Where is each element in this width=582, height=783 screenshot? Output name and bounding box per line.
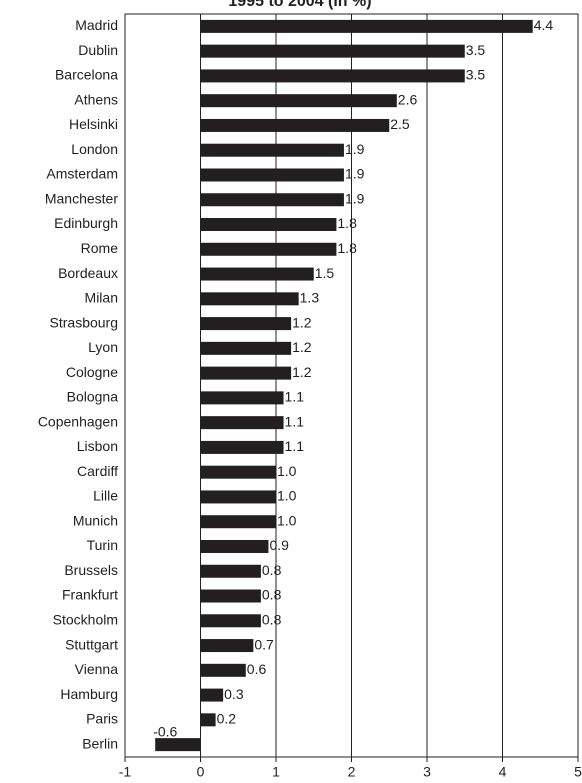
bar xyxy=(200,490,276,504)
bar xyxy=(200,317,292,331)
x-tick-label: 0 xyxy=(197,764,205,780)
y-tick-label: Cardiff xyxy=(77,463,118,479)
value-label: 2.6 xyxy=(398,91,418,107)
bar xyxy=(200,713,216,727)
x-tick-label: 2 xyxy=(348,764,356,780)
bar xyxy=(200,366,292,380)
y-tick-label: Milan xyxy=(85,290,118,306)
bar xyxy=(200,94,397,108)
y-tick-label: Lille xyxy=(93,488,118,504)
y-tick-label: London xyxy=(71,141,118,157)
value-label: 1.0 xyxy=(277,488,297,504)
bar xyxy=(200,341,292,355)
y-tick-label: Strasbourg xyxy=(50,314,118,330)
y-tick-label: Edinburgh xyxy=(54,215,118,231)
bar xyxy=(200,118,390,132)
value-label: 1.1 xyxy=(285,438,305,454)
x-tick-label: -1 xyxy=(119,764,132,780)
value-label: 1.0 xyxy=(277,463,297,479)
y-tick-label: Stuttgart xyxy=(65,636,118,652)
bar xyxy=(200,663,246,677)
bar xyxy=(200,688,224,702)
y-tick-label: Turin xyxy=(87,537,118,553)
bar xyxy=(200,168,344,182)
value-label: 1.2 xyxy=(292,364,312,380)
bar xyxy=(200,564,261,578)
y-tick-label: Amsterdam xyxy=(46,166,118,182)
y-tick-label: Cologne xyxy=(66,364,118,380)
value-label: 2.5 xyxy=(390,116,410,132)
y-tick-label: Lisbon xyxy=(77,438,118,454)
value-label: 1.8 xyxy=(337,215,357,231)
value-label: 1.8 xyxy=(337,240,357,256)
bar xyxy=(200,515,276,529)
bar xyxy=(200,639,254,653)
y-tick-label: Madrid xyxy=(75,17,118,33)
y-tick-label: Helsinki xyxy=(69,116,118,132)
chart-title: 1995 to 2004 (in %) xyxy=(228,0,371,10)
value-label: 1.1 xyxy=(285,389,305,405)
y-tick-label: Lyon xyxy=(88,339,118,355)
value-label: -0.6 xyxy=(153,723,177,739)
bar xyxy=(200,44,465,58)
y-tick-label: Brussels xyxy=(64,562,118,578)
y-tick-label: Dublin xyxy=(78,42,118,58)
y-tick-label: Bologna xyxy=(67,389,119,405)
value-label: 0.7 xyxy=(254,636,274,652)
y-tick-label: Munich xyxy=(73,512,118,528)
x-tick-label: 3 xyxy=(423,764,431,780)
value-label: 0.8 xyxy=(262,587,282,603)
bar xyxy=(200,218,337,232)
value-label: 1.0 xyxy=(277,512,297,528)
bar xyxy=(200,193,344,207)
bar xyxy=(200,143,344,157)
bar xyxy=(200,19,533,33)
bar xyxy=(200,465,276,479)
bar xyxy=(155,738,201,752)
bar xyxy=(200,292,299,306)
bar xyxy=(200,539,269,553)
y-tick-label: Frankfurt xyxy=(62,587,118,603)
y-tick-label: Athens xyxy=(74,91,118,107)
y-tick-label: Bordeaux xyxy=(58,265,118,281)
bar xyxy=(200,69,465,83)
x-tick-label: 5 xyxy=(574,764,582,780)
value-label: 3.5 xyxy=(466,42,486,58)
value-label: 1.2 xyxy=(292,339,312,355)
bar xyxy=(200,267,314,281)
y-tick-label: Copenhagen xyxy=(38,413,118,429)
y-tick-label: Paris xyxy=(86,711,118,727)
y-tick-label: Stockholm xyxy=(53,611,118,627)
value-label: 0.6 xyxy=(247,661,267,677)
y-tick-label: Vienna xyxy=(75,661,119,677)
x-tick-label: 4 xyxy=(499,764,507,780)
value-label: 0.8 xyxy=(262,611,282,627)
value-label: 1.9 xyxy=(345,166,365,182)
y-tick-label: Berlin xyxy=(82,735,118,751)
y-tick-label: Manchester xyxy=(45,190,118,206)
value-label: 1.9 xyxy=(345,141,365,157)
bar xyxy=(200,589,261,603)
y-tick-label: Rome xyxy=(81,240,119,256)
y-tick-label: Barcelona xyxy=(55,67,118,83)
value-label: 1.1 xyxy=(285,413,305,429)
value-label: 1.3 xyxy=(300,290,320,306)
value-label: 1.9 xyxy=(345,190,365,206)
bar xyxy=(200,440,284,454)
value-label: 4.4 xyxy=(534,17,554,33)
value-label: 0.8 xyxy=(262,562,282,578)
value-label: 1.2 xyxy=(292,314,312,330)
value-label: 1.5 xyxy=(315,265,335,281)
bar xyxy=(200,416,284,430)
bar xyxy=(200,242,337,256)
bar xyxy=(200,614,261,628)
value-label: 0.2 xyxy=(217,711,237,727)
value-label: 0.9 xyxy=(269,537,289,553)
value-label: 3.5 xyxy=(466,67,486,83)
x-tick-label: 1 xyxy=(272,764,280,780)
value-label: 0.3 xyxy=(224,686,244,702)
bar xyxy=(200,391,284,405)
y-tick-label: Hamburg xyxy=(60,686,118,702)
